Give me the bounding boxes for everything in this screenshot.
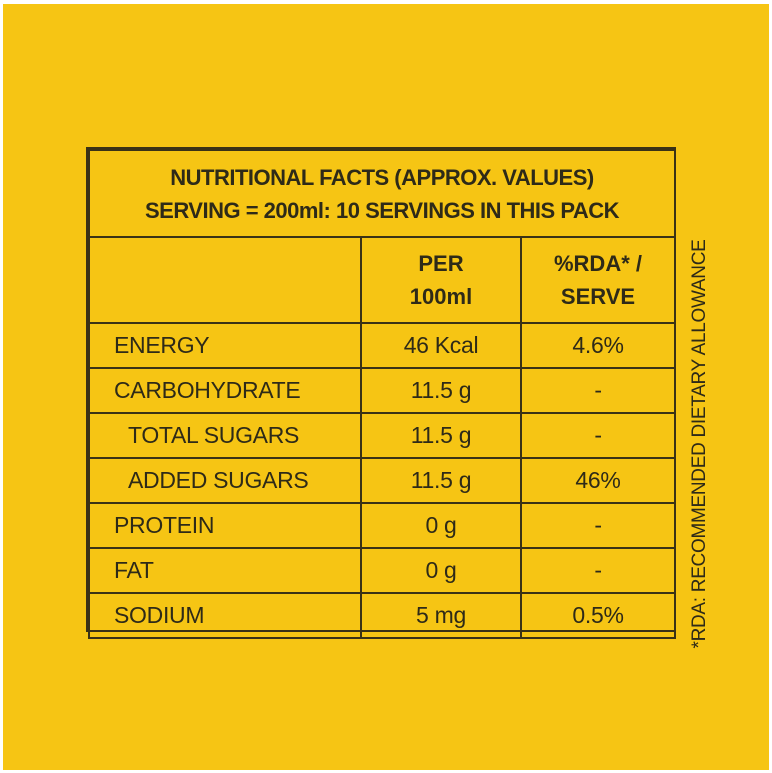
row-per-100ml: 11.5 g: [360, 412, 522, 459]
row-label: PROTEIN: [88, 502, 362, 549]
row-per-100ml: 0 g: [360, 502, 522, 549]
row-label: FAT: [88, 547, 362, 594]
row-per-100ml: 11.5 g: [360, 457, 522, 504]
table-title: NUTRITIONAL FACTS (APPROX. VALUES) SERVI…: [88, 149, 676, 238]
row-per-100ml: 46 Kcal: [360, 322, 522, 369]
row-rda: 0.5%: [520, 592, 676, 639]
title-line-1: NUTRITIONAL FACTS (APPROX. VALUES): [170, 164, 594, 190]
row-rda: -: [520, 502, 676, 549]
rda-footnote: *RDA: RECOMMENDED DIETARY ALLOWANCE: [689, 239, 710, 649]
row-rda: -: [520, 412, 676, 459]
row-label: TOTAL SUGARS: [88, 412, 362, 459]
row-label: ENERGY: [88, 322, 362, 369]
label-panel: NUTRITIONAL FACTS (APPROX. VALUES) SERVI…: [3, 4, 769, 770]
table-row: ENERGY 46 Kcal 4.6%: [88, 322, 676, 369]
header-rda-serve: %RDA* / SERVE: [520, 236, 676, 324]
row-label: SODIUM: [88, 592, 362, 639]
header-per-100ml: PER 100ml: [360, 236, 522, 324]
row-per-100ml: 11.5 g: [360, 367, 522, 414]
row-rda: 46%: [520, 457, 676, 504]
header-empty-cell: [88, 236, 362, 324]
row-per-100ml: 0 g: [360, 547, 522, 594]
row-rda: -: [520, 547, 676, 594]
row-rda: -: [520, 367, 676, 414]
header-rda-line-2: SERVE: [560, 284, 636, 309]
row-rda: 4.6%: [520, 322, 676, 369]
row-label: CARBOHYDRATE: [88, 367, 362, 414]
table-row: FAT 0 g -: [88, 547, 676, 594]
title-line-2: SERVING = 200ml: 10 SERVINGS IN THIS PAC…: [144, 197, 620, 223]
table-row: SODIUM 5 mg 0.5%: [88, 592, 676, 639]
header-rda-line-1: %RDA* /: [553, 251, 642, 276]
table-row: CARBOHYDRATE 11.5 g -: [88, 367, 676, 414]
row-label: ADDED SUGARS: [88, 457, 362, 504]
header-per-line-2: 100ml: [409, 284, 473, 309]
header-per-line-1: PER: [418, 251, 464, 276]
table-row: PROTEIN 0 g -: [88, 502, 676, 549]
nutrition-table: NUTRITIONAL FACTS (APPROX. VALUES) SERVI…: [86, 147, 676, 639]
row-per-100ml: 5 mg: [360, 592, 522, 639]
table-row: TOTAL SUGARS 11.5 g -: [88, 412, 676, 459]
table-row: ADDED SUGARS 11.5 g 46%: [88, 457, 676, 504]
